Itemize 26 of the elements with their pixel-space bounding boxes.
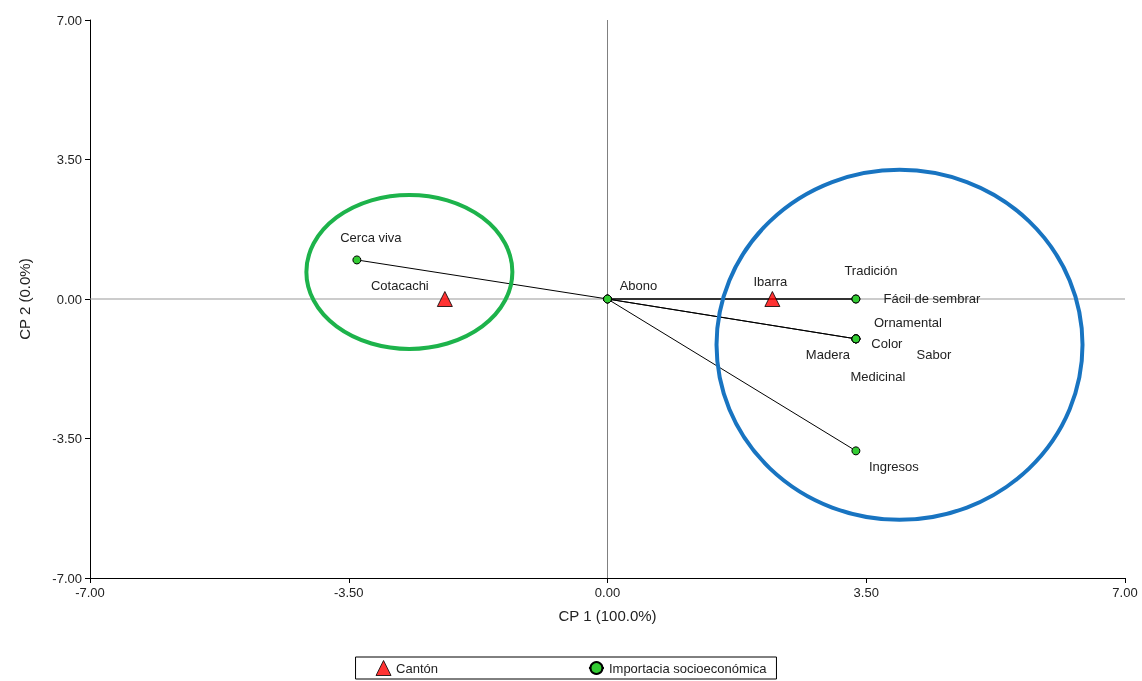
x-tick-label: -7.00 xyxy=(75,585,105,600)
y-tick-label: 3.50 xyxy=(56,152,82,167)
y-tick-label: 0.00 xyxy=(56,291,82,307)
x-axis-title: CP 1 (100.0%) xyxy=(558,607,657,624)
x-tick-label: 3.50 xyxy=(853,585,879,600)
y-tick-label: -7.00 xyxy=(52,570,82,586)
annotation: Madera xyxy=(805,347,851,363)
legend-label: Importacia socioeconómica xyxy=(608,660,768,676)
annotation: Sabor xyxy=(916,347,952,363)
annotation: Cotacachi xyxy=(370,277,429,293)
annotation: Medicinal xyxy=(850,369,906,385)
y-axis-title: CP 2 (0.0%) xyxy=(16,258,33,340)
x-tick-label: 7.00 xyxy=(1112,585,1138,600)
y-tick-label: -3.50 xyxy=(52,431,82,446)
annotation: Fácil de sembrar xyxy=(883,290,981,306)
annotation: Color xyxy=(871,336,904,352)
legend-label: Cantón xyxy=(396,660,438,676)
annotation: Cerca viva xyxy=(340,230,403,246)
annotation: Ibarra xyxy=(753,273,789,289)
y-tick-label: 7.00 xyxy=(56,12,82,28)
annotation: Ingresos xyxy=(868,459,920,475)
x-tick-label: -3.50 xyxy=(333,585,364,600)
annotation: Abono xyxy=(619,277,658,293)
annotation: Ornamental xyxy=(873,315,942,331)
x-tick-label: 0.00 xyxy=(594,585,621,600)
annotation: Tradición xyxy=(844,262,898,278)
